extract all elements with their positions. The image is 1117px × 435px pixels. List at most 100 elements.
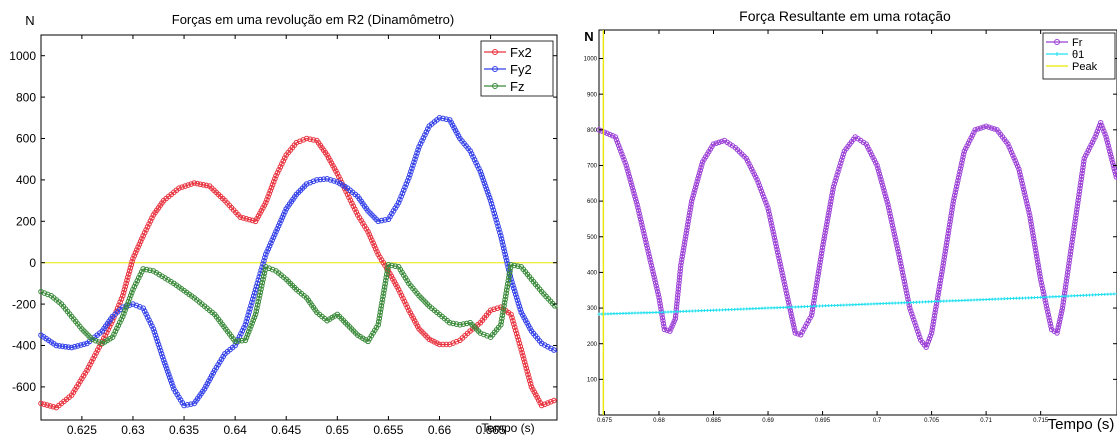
series-point xyxy=(753,174,759,180)
series-point xyxy=(1021,189,1028,195)
series-point xyxy=(377,312,383,319)
series-point xyxy=(504,260,511,267)
series-point xyxy=(381,287,387,293)
series-point xyxy=(836,166,842,172)
series-point xyxy=(988,125,995,131)
series-point xyxy=(1109,159,1116,166)
series-point xyxy=(978,298,982,302)
series-point xyxy=(977,125,984,131)
series-point xyxy=(1025,203,1031,210)
series-point xyxy=(957,169,963,175)
series-point xyxy=(133,247,140,253)
series-point xyxy=(824,304,828,308)
series-point xyxy=(686,212,692,219)
series-point xyxy=(217,359,223,365)
series-point xyxy=(264,248,270,255)
series-point xyxy=(669,310,673,314)
series-point xyxy=(136,304,143,310)
series-point xyxy=(908,300,912,304)
series-point xyxy=(218,356,225,363)
series-point xyxy=(1064,275,1070,281)
series-point xyxy=(939,266,946,272)
y-tick-label: 300 xyxy=(587,306,598,312)
series-point xyxy=(953,186,959,193)
series-point xyxy=(940,263,946,269)
series-point xyxy=(125,298,132,305)
series-point xyxy=(197,181,204,188)
series-point xyxy=(948,210,955,216)
series-point xyxy=(680,247,686,254)
series-point xyxy=(993,297,997,301)
series-point xyxy=(960,298,964,302)
series-point xyxy=(972,127,978,133)
series-point xyxy=(143,311,149,317)
series-point xyxy=(991,126,998,132)
series-point xyxy=(818,304,822,308)
series-point xyxy=(300,137,307,143)
series-point xyxy=(942,299,946,303)
series-point xyxy=(378,306,384,312)
series-point xyxy=(954,180,960,187)
series-point xyxy=(422,132,428,138)
series-point xyxy=(1100,125,1106,132)
series-point xyxy=(1057,295,1061,299)
series-point xyxy=(814,277,821,283)
series-point xyxy=(674,295,681,301)
series-point xyxy=(971,129,977,136)
series-point xyxy=(162,362,169,369)
series-point xyxy=(958,163,964,169)
series-point xyxy=(240,215,247,221)
series-point xyxy=(627,176,633,183)
series-point xyxy=(491,210,498,217)
series-point xyxy=(948,299,952,303)
series-point xyxy=(639,311,643,315)
series-point xyxy=(894,246,901,252)
series-point xyxy=(641,230,647,237)
series-point xyxy=(246,216,253,223)
series-point xyxy=(1046,317,1053,324)
series-point xyxy=(745,307,749,311)
series-point xyxy=(281,155,288,161)
series-point xyxy=(146,317,152,323)
series-point xyxy=(121,286,128,293)
legend-marker xyxy=(492,49,498,55)
series-point xyxy=(1078,179,1084,185)
series-point xyxy=(684,224,690,231)
series-point xyxy=(681,242,687,248)
series-point xyxy=(366,335,373,342)
series-point xyxy=(401,298,408,305)
series-point xyxy=(612,312,616,316)
series-point xyxy=(1047,320,1053,327)
series-point xyxy=(636,311,640,315)
series-point xyxy=(751,171,758,178)
series-point xyxy=(896,251,902,258)
series-point xyxy=(346,194,352,201)
series-point xyxy=(688,204,694,210)
series-point xyxy=(400,272,407,278)
series-point xyxy=(751,307,755,311)
series-point xyxy=(783,290,790,297)
series-point xyxy=(863,141,869,147)
series-point xyxy=(1081,158,1087,165)
series-point xyxy=(1084,293,1088,297)
series-point xyxy=(541,342,548,348)
series-point xyxy=(692,187,698,193)
series-point xyxy=(882,193,889,199)
series-point xyxy=(941,254,948,260)
chart-left-xlabel: Tempo (s) xyxy=(481,421,534,435)
series-point xyxy=(815,274,821,280)
series-point xyxy=(613,137,620,143)
series-point xyxy=(297,138,303,145)
series-point xyxy=(769,306,773,310)
series-point xyxy=(614,139,621,146)
series-point xyxy=(788,313,795,320)
series-point xyxy=(939,269,945,275)
series-point xyxy=(135,244,141,250)
series-point xyxy=(382,280,388,287)
series-point xyxy=(913,322,919,329)
series-point xyxy=(896,254,903,261)
series-point xyxy=(50,403,57,410)
x-tick-label: 0.635 xyxy=(169,423,199,435)
series-point xyxy=(1033,296,1037,300)
series-point xyxy=(365,338,371,345)
